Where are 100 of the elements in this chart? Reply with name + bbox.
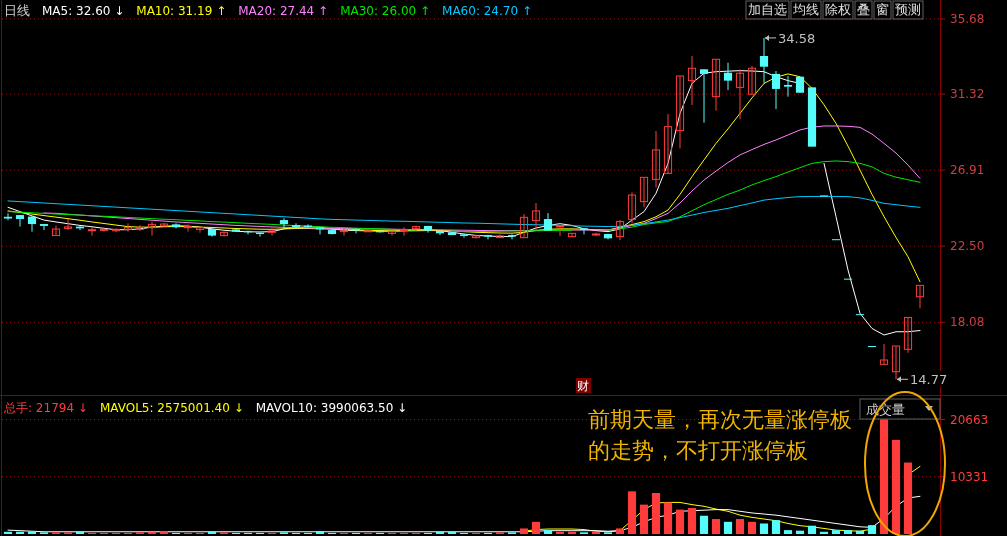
bar (531, 521, 541, 534)
bar (807, 525, 817, 534)
annotation: 预测 (895, 2, 921, 17)
candlestick (339, 227, 349, 237)
candlestick (459, 233, 469, 239)
bar (687, 507, 697, 534)
bar (519, 528, 529, 534)
candlestick (687, 55, 697, 106)
candlestick (903, 316, 913, 354)
annotation: 加自选 (748, 2, 787, 17)
annotation: 14.77 (910, 372, 948, 388)
bar (615, 528, 625, 534)
candlestick (15, 214, 25, 228)
candlestick (651, 130, 661, 188)
annotation: 叠 (857, 2, 870, 17)
candlestick (39, 223, 49, 231)
candlestick (147, 221, 157, 237)
bar (207, 531, 217, 534)
y-tick-label: 22.50 (950, 239, 985, 254)
bar (627, 491, 637, 534)
candlestick (219, 231, 229, 238)
y-tick-label: 35.68 (950, 11, 985, 26)
text: MA5: 32.60 ↓ (42, 4, 125, 18)
bar (759, 523, 769, 534)
bar (699, 515, 709, 534)
y-tick-label: 20663 (950, 412, 989, 427)
candlestick (567, 232, 577, 238)
bar (867, 525, 877, 534)
text: MA20: 27.44 ↑ (238, 4, 329, 18)
candlestick (627, 191, 637, 224)
candlestick (399, 226, 409, 237)
candlestick (135, 224, 145, 232)
y-tick-label: 10331 (950, 469, 989, 484)
candlestick (879, 343, 889, 365)
candlestick (507, 233, 517, 240)
text: MAVOL5: 2575001.40 ↓ (99, 401, 244, 415)
candlestick (531, 202, 541, 231)
bar (783, 530, 793, 534)
text: MA10: 31.19 ↑ (136, 4, 227, 18)
candlestick (663, 113, 673, 174)
candlestick (915, 284, 925, 309)
bar (651, 493, 661, 534)
bar (315, 531, 325, 534)
bar (735, 519, 745, 534)
annotation: 窗 (876, 2, 889, 17)
candlestick (63, 218, 73, 231)
annotation: 前期天量，再次无量涨停板的走势，不打开涨停板 (588, 406, 853, 465)
candlestick (183, 223, 193, 233)
candlestick (267, 227, 277, 237)
candlestick (387, 230, 397, 237)
y-tick-label: 18.08 (950, 315, 985, 330)
text: MA60: 24.70 ↑ (442, 4, 532, 18)
candlestick (771, 70, 781, 110)
candlestick (891, 345, 901, 380)
bar (831, 530, 841, 534)
annotation: 除权 (825, 2, 851, 17)
bar (903, 462, 913, 534)
bar (723, 521, 733, 534)
annotation: 34.58 (778, 30, 816, 46)
annotation: 均线 (792, 2, 819, 17)
candlestick (123, 222, 133, 233)
candlestick (615, 219, 625, 241)
line-series (7, 495, 921, 533)
candlestick (639, 176, 649, 208)
text: MA30: 26.00 ↑ (340, 4, 431, 18)
candlestick (579, 227, 589, 235)
bar (27, 531, 37, 534)
candlestick (111, 227, 121, 233)
bar (879, 419, 889, 534)
candlestick (195, 226, 205, 234)
bar (843, 530, 853, 534)
text: 总手: 21794 ↓ (3, 401, 88, 415)
candlestick (279, 217, 289, 229)
candlestick (555, 225, 565, 237)
candlestick (291, 222, 301, 229)
candlestick (699, 68, 709, 124)
bar (891, 439, 901, 534)
bar (159, 531, 169, 534)
bar (675, 509, 685, 534)
candlestick (711, 58, 721, 112)
y-tick-label: 26.91 (950, 163, 985, 178)
candlestick (51, 225, 61, 237)
bar (747, 521, 757, 534)
annotation: 财 (577, 379, 589, 393)
candlestick (3, 212, 13, 221)
candlestick (675, 75, 685, 149)
candlestick (723, 62, 733, 91)
candlestick (735, 68, 745, 120)
chart-title: 日线 (4, 3, 30, 18)
bar (711, 519, 721, 534)
candlestick (27, 215, 37, 233)
bar (663, 502, 673, 534)
bar (639, 504, 649, 534)
candlestick (87, 226, 97, 237)
candlestick (783, 75, 793, 98)
annotation: 成交量 (866, 402, 905, 417)
candlestick (759, 37, 769, 84)
candlestick (747, 65, 757, 95)
bar (543, 530, 553, 534)
line-series (7, 73, 921, 283)
